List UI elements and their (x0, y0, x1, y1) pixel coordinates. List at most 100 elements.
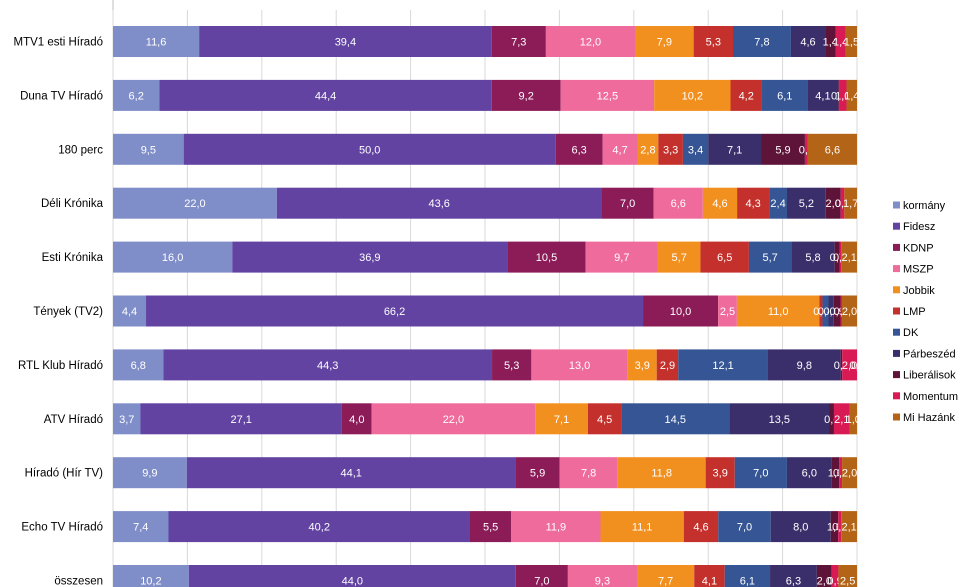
bar-segment-mszp (560, 79, 655, 111)
bar-segment-jobbik (736, 295, 820, 327)
bar-segment-parbeszed (807, 79, 839, 111)
bar-segment-kdnp (507, 241, 586, 273)
data-label-jobbik: 11,1 (632, 522, 653, 534)
legend-swatch (893, 392, 900, 400)
bar-segment-kdnp (491, 79, 561, 111)
bar-segment-parbeszed (767, 349, 841, 381)
bar-segment-fidesz (199, 26, 492, 57)
bar-segment-lmp (656, 349, 679, 381)
bar-segment-kdnp (601, 187, 654, 219)
data-label-momentum: 1,4 (833, 37, 848, 49)
bar-segment-kormany (113, 187, 277, 219)
data-label-mszp: 13,0 (569, 360, 590, 372)
legend-item-fidesz: Fidesz (893, 221, 935, 233)
bar-segment-jobbik (600, 511, 684, 543)
data-label-mszp: 12,5 (597, 90, 618, 102)
legend-item-momentum: Momentum (893, 391, 958, 403)
data-label-kormany: 16,0 (162, 252, 183, 264)
data-label-mszp: 6,6 (671, 198, 686, 210)
category-label: Esti Krónika (42, 252, 104, 264)
bar-row-tenyek-tv2: 4,4 66,2 10,0 2,5 11,0 0,40,80,70,90,22,0 (113, 295, 857, 327)
data-label-lmp: 4,6 (693, 522, 708, 534)
legend-item-mszp: MSZP (893, 264, 934, 276)
bar-segment-mszp (718, 295, 737, 327)
bar-segment-dk (621, 403, 730, 435)
legend-label: Momentum (903, 391, 958, 403)
data-label-lmp: 2,9 (660, 360, 675, 372)
data-label-kdnp: 10,5 (536, 252, 557, 264)
bar-segment-liberalisok (829, 403, 834, 435)
data-label-dk: 6,1 (740, 576, 755, 587)
bar-row-deli-kronika: 22,0 43,6 7,0 6,6 4,6 4,3 2,4 5,2 2,00,51,7 (113, 187, 858, 219)
data-label-mi-hazank: 2,5 (840, 576, 855, 587)
data-label-kdnp: 7,0 (534, 576, 549, 587)
bar-row-hirado-hir-tv: 9,9 44,1 5,9 7,8 11,8 3,9 7,0 6,0 1,00,42,0 (113, 457, 857, 489)
bar-segment-dk (718, 511, 771, 543)
data-label-fidesz: 66,2 (384, 306, 405, 318)
data-label-dk: 6,1 (777, 90, 792, 102)
data-label-mi-hazank: 0,0 (849, 360, 864, 372)
data-label-kdnp: 5,5 (483, 522, 498, 534)
bar-segment-dk (733, 26, 791, 57)
category-label: összesen (54, 576, 103, 587)
data-label-parbeszed: 9,8 (797, 360, 812, 372)
data-label-mszp: 9,3 (595, 576, 610, 587)
bar-row-duna-tv-hirado: 6,2 44,4 9,2 12,5 10,2 4,2 6,1 4,1 0,11,01,4 (113, 79, 859, 111)
bar-segment-fidesz (163, 349, 493, 381)
data-label-parbeszed: 8,0 (793, 522, 808, 534)
bar-segment-momentum (833, 403, 850, 435)
bar-segment-mi-hazank (838, 565, 857, 587)
bar-segment-liberalisok (825, 187, 841, 219)
data-label-kormany: 10,2 (140, 576, 161, 587)
data-label-dk: 7,0 (753, 468, 768, 480)
data-label-parbeszed: 4,6 (800, 37, 815, 49)
bar-segment-mszp (371, 403, 536, 435)
bar-segment-liberalisok (825, 26, 836, 57)
data-label-mi-hazank: 1,7 (843, 198, 858, 210)
legend-label: Liberálisok (903, 370, 956, 382)
data-label-lmp: 3,9 (713, 468, 728, 480)
data-label-lmp: 4,5 (597, 414, 612, 426)
data-label-mszp: 12,0 (580, 37, 601, 49)
bar-segment-kdnp (515, 457, 560, 489)
data-label-kormany: 9,9 (142, 468, 157, 480)
data-label-fidesz: 39,4 (335, 37, 356, 49)
legend-label: kormány (903, 200, 946, 212)
bar-segment-liberalisok (838, 79, 840, 111)
data-label-fidesz: 43,6 (428, 198, 449, 210)
bar-segment-momentum (839, 79, 847, 111)
legend-swatch (893, 265, 900, 273)
data-label-parbeszed: 7,1 (727, 144, 742, 156)
legend-item-parbeszed: Párbeszéd (893, 348, 956, 360)
data-label-jobbik: 11,8 (651, 468, 672, 480)
data-label-liberalisok: 2,0 (817, 576, 832, 587)
legend-label: Jobbik (903, 285, 935, 297)
bar-segment-mi-hazank (807, 133, 857, 165)
bar-segment-dk (748, 241, 792, 273)
bar-segment-fidesz (168, 511, 470, 543)
legend-item-kormany: kormány (893, 200, 946, 212)
legend-swatch (893, 222, 900, 230)
data-label-dk: 12,1 (712, 360, 733, 372)
bar-segment-mi-hazank (844, 187, 857, 219)
data-label-mi-hazank: 2,0 (842, 306, 857, 318)
data-label-mszp: 22,0 (443, 414, 464, 426)
bar-segment-parbeszed (828, 295, 834, 327)
bar-segment-mi-hazank (849, 403, 857, 435)
bar-segment-mszp (511, 511, 601, 543)
bar-segment-kormany (113, 403, 141, 435)
bar-row-mtv1-esti-hirado: 11,6 39,4 7,3 12,0 7,9 5,3 7,8 4,6 1,41,41,5 (113, 26, 859, 57)
bar-segment-lmp (819, 295, 823, 327)
data-label-kdnp: 6,3 (571, 144, 586, 156)
data-label-parbeszed: 6,0 (802, 468, 817, 480)
category-label: 180 perc (58, 144, 103, 156)
bar-segment-jobbik (657, 241, 701, 273)
bar-row-atv-hirado: 3,7 27,1 4,0 22,0 7,1 4,5 14,5 13,5 0,62,11,0 (113, 403, 861, 435)
category-label: Déli Krónika (41, 198, 104, 210)
data-label-mi-hazank: 2,0 (842, 468, 857, 480)
legend-label: DK (903, 327, 919, 339)
bar-segment-kdnp (515, 565, 568, 587)
bar-segment-mszp (567, 565, 637, 587)
bar-segment-jobbik (634, 26, 694, 57)
bar-segment-mi-hazank (841, 295, 857, 327)
